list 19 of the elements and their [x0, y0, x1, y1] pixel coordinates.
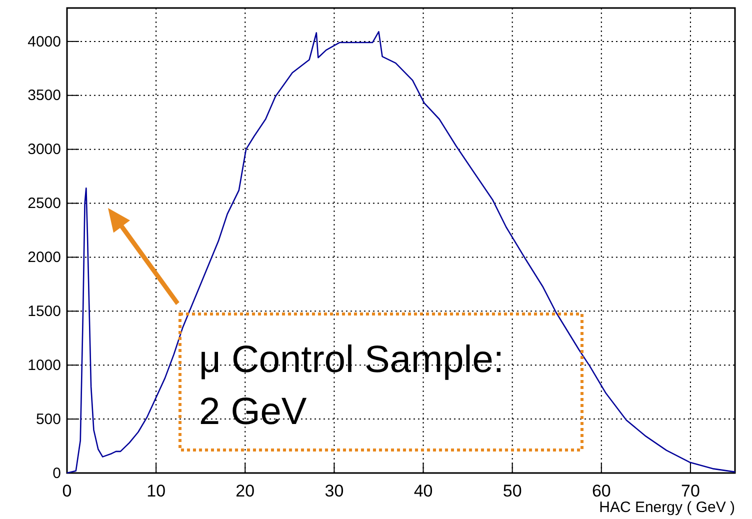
- x-tick-label: 40: [414, 481, 433, 500]
- y-tick-label: 1000: [28, 356, 61, 374]
- y-tick-label: 1500: [28, 302, 61, 320]
- y-tick-label: 3000: [28, 141, 61, 158]
- x-tick-label: 70: [681, 481, 700, 500]
- y-tick-label: 2000: [28, 249, 61, 266]
- y-tick-label: 2500: [28, 195, 61, 212]
- x-tick-label: 10: [146, 481, 166, 500]
- y-tick-label: 500: [36, 410, 61, 428]
- line-series: [66, 31, 736, 474]
- x-tick-label: 30: [324, 481, 344, 500]
- y-tick-label: 0: [52, 464, 61, 482]
- annotation: μ Control Sample: 2 GeV: [199, 339, 504, 433]
- x-tick-label: 60: [592, 481, 611, 500]
- x-tick-label: 50: [502, 481, 522, 500]
- x-axis-title: HAC Energy ( GeV ): [599, 499, 735, 516]
- y-tick-label: 4000: [28, 33, 61, 50]
- y-tick-label: 3500: [28, 87, 61, 104]
- x-tick-label: 20: [236, 481, 255, 500]
